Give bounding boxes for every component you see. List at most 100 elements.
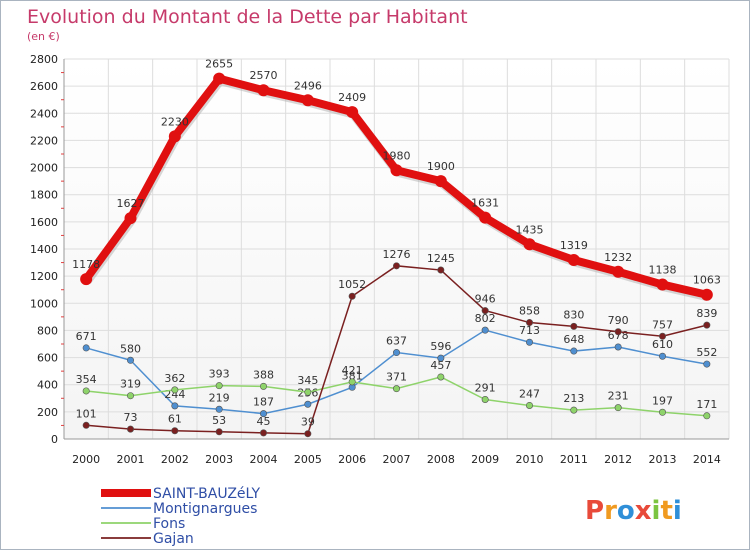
data-point <box>437 354 445 362</box>
data-label: 830 <box>563 308 584 321</box>
data-label: 1980 <box>383 149 411 162</box>
data-label: 187 <box>253 396 274 409</box>
data-label: 247 <box>519 387 540 400</box>
data-point <box>658 352 666 360</box>
data-label: 393 <box>209 368 230 381</box>
y-tick-label: 1000 <box>30 297 58 310</box>
data-point <box>570 406 578 414</box>
y-tick-label: 1800 <box>30 189 58 202</box>
data-label: 839 <box>696 307 717 320</box>
data-point <box>570 347 578 355</box>
data-label: 757 <box>652 318 673 331</box>
axes: 0 200 400 600 800 1000 1200 1400 1600 1800 2000 220… <box>30 53 729 466</box>
data-label: 946 <box>475 293 496 306</box>
data-label: 2570 <box>250 69 278 82</box>
data-point <box>525 338 533 346</box>
data-point <box>437 266 445 274</box>
data-point <box>213 72 226 85</box>
data-point <box>390 164 403 177</box>
data-point <box>259 429 267 437</box>
data-label: 231 <box>608 390 629 403</box>
data-point <box>700 288 713 301</box>
x-tick-label: 2002 <box>161 453 189 466</box>
data-point <box>656 278 669 291</box>
data-point <box>127 356 135 364</box>
legend-label: Gajan <box>153 531 194 547</box>
data-label: 637 <box>386 335 407 348</box>
data-label: 421 <box>342 364 363 377</box>
y-tick-label: 600 <box>37 352 58 365</box>
y-tick-label: 2400 <box>30 107 58 120</box>
data-label: 101 <box>76 407 97 420</box>
y-tick-label: 400 <box>37 379 58 392</box>
x-tick-label: 2007 <box>383 453 411 466</box>
data-point <box>127 392 135 400</box>
data-point <box>658 408 666 416</box>
data-point <box>259 410 267 418</box>
x-tick-label: 2008 <box>427 453 455 466</box>
data-label: 371 <box>386 371 407 384</box>
y-tick-label: 0 <box>51 433 58 446</box>
data-label: 2655 <box>205 58 233 71</box>
data-label: 319 <box>120 378 141 391</box>
data-label: 213 <box>563 392 584 405</box>
data-label: 1232 <box>604 251 632 264</box>
data-label: 381 <box>342 369 363 382</box>
data-point <box>703 412 711 420</box>
data-point <box>658 332 666 340</box>
data-point <box>168 130 181 143</box>
legend-label: Montignargues <box>153 501 257 517</box>
chart-subtitle: (en €) <box>27 30 60 43</box>
data-label: 219 <box>209 391 230 404</box>
data-point <box>525 401 533 409</box>
data-label: 1319 <box>560 239 588 252</box>
y-tick-label: 1400 <box>30 243 58 256</box>
y-tick-label: 800 <box>37 324 58 337</box>
data-point <box>304 388 312 396</box>
data-label: 388 <box>253 368 274 381</box>
y-tick-label: 200 <box>37 406 58 419</box>
y-tick-label: 1600 <box>30 216 58 229</box>
x-tick-label: 2009 <box>471 453 499 466</box>
data-label: 2496 <box>294 79 322 92</box>
series-Fons: 354 319 362 393 388 345 421 371 457 291 247 213 231 1… <box>76 359 717 420</box>
data-label: 73 <box>124 411 138 424</box>
data-point <box>481 396 489 404</box>
data-point <box>570 322 578 330</box>
x-tick-label: 2004 <box>250 453 278 466</box>
series-group: 1178 1627 2230 2655 2570 2496 2409 1980 1900 1631… <box>72 58 721 438</box>
y-tick-label: 1200 <box>30 270 58 283</box>
data-label: 345 <box>297 374 318 387</box>
data-point <box>215 382 223 390</box>
x-tick-label: 2010 <box>516 453 544 466</box>
data-label: 610 <box>652 338 673 351</box>
data-point <box>346 106 359 119</box>
data-point <box>171 427 179 435</box>
data-label: 291 <box>475 382 496 395</box>
x-tick-label: 2011 <box>560 453 588 466</box>
data-label: 1052 <box>338 278 366 291</box>
data-label: 1631 <box>471 197 499 210</box>
data-label: 61 <box>168 413 182 426</box>
data-label: 552 <box>696 346 717 359</box>
data-point <box>392 385 400 393</box>
data-point <box>567 253 580 266</box>
data-point <box>82 421 90 429</box>
data-point <box>614 404 622 412</box>
x-tick-label: 2013 <box>649 453 677 466</box>
data-label: 1138 <box>649 264 677 277</box>
y-tick-label: 2000 <box>30 162 58 175</box>
x-tick-label: 2005 <box>294 453 322 466</box>
data-point <box>348 292 356 300</box>
x-tick-label: 2012 <box>604 453 632 466</box>
data-point <box>304 430 312 438</box>
data-point <box>171 402 179 410</box>
data-point <box>127 425 135 433</box>
series-Gajan: 101 73 61 53 45 39 1052 1276 1245 946 858 830 790 757… <box>76 248 717 438</box>
data-point <box>259 382 267 390</box>
x-tick-label: 2003 <box>205 453 233 466</box>
data-point <box>612 265 625 278</box>
x-tick-label: 2014 <box>693 453 721 466</box>
data-label: 45 <box>257 415 271 428</box>
